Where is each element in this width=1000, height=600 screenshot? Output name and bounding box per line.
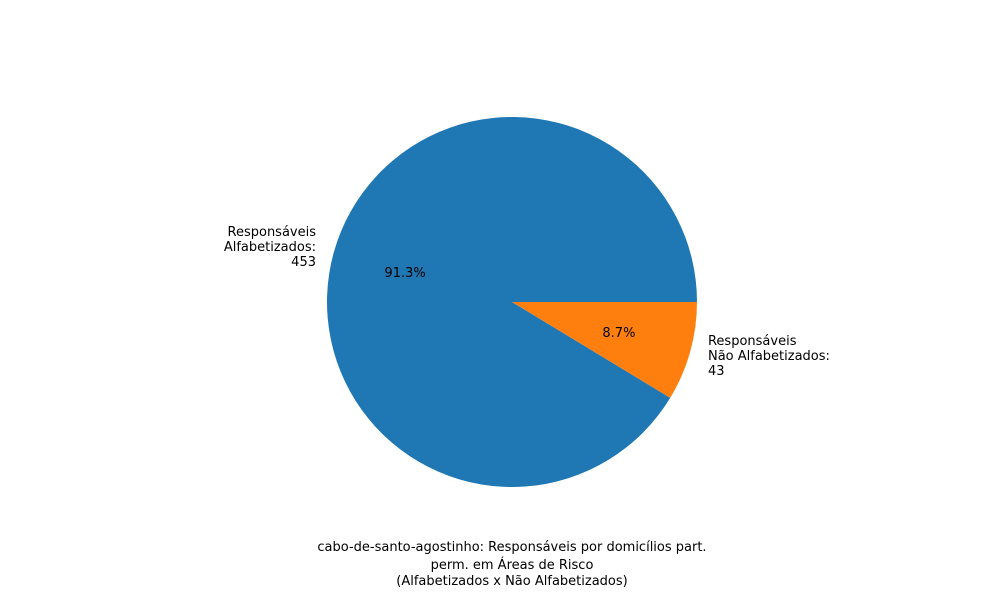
pie-slice-label-2-line-1: Responsáveis [708, 334, 797, 349]
pie-slice-label-1-line-1: Responsáveis [228, 225, 317, 240]
pie-slice-label-1-line-3: 453 [291, 255, 316, 270]
pie-labels: 91.3%Responsáveis Alfabetizados: 4538.7%Re… [224, 225, 830, 379]
pie-slice-label-1-line-2: Alfabetizados: [224, 240, 316, 255]
pie-slice-label-2-line-3: 43 [708, 364, 725, 379]
chart-caption-line-3: (Alfabetizados x Não Alfabetizados) [396, 574, 627, 589]
chart-caption-line-2: perm. em Áreas de Risco [431, 557, 594, 573]
pie-percent-label-2: 8.7% [602, 326, 635, 341]
pie-slice-label-2-line-2: Não Alfabetizados: [708, 349, 830, 364]
pie-slice-2 [512, 302, 697, 398]
pie-slice-label-1: Responsáveis Alfabetizados: 453 [224, 225, 316, 270]
pie-percent-label-1: 91.3% [384, 266, 425, 281]
pie-slice-label-2: Responsáveis Não Alfabetizados: 43 [708, 334, 830, 379]
chart-caption-line-1: cabo-de-santo-agostinho: Responsáveis po… [317, 540, 706, 555]
pie-slices [327, 117, 697, 488]
pie-slice-1 [327, 117, 697, 488]
